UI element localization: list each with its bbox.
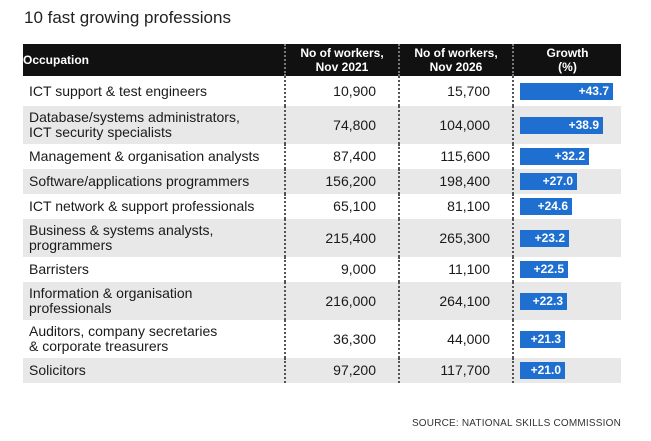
occupation-cell: ICT support & test engineers [29, 82, 207, 99]
growth-cell: +32.2 [512, 144, 621, 169]
occupation-cell: Solicitors [23, 358, 285, 383]
workers-2021-cell: 215,400 [284, 219, 399, 257]
growth-cell: +24.6 [512, 194, 621, 219]
workers-2021-cell: 97,200 [284, 358, 399, 383]
workers-2021-cell: 87,400 [284, 144, 399, 169]
workers-2026-cell: 264,100 [398, 282, 513, 320]
table-row: Auditors, company secretaries & corporate… [23, 320, 621, 358]
table-body: ICT support & test engineers 10,900 15,700… [23, 76, 621, 383]
workers-2026-cell: 117,700 [398, 358, 513, 383]
table-row: Software/applications programmers 156,200… [23, 169, 621, 194]
table-row: Solicitors 97,200 117,700 +21.0 [23, 358, 621, 383]
occupation-cell: Software/applications programmers [23, 169, 285, 194]
growth-cell: +27.0 [512, 169, 621, 194]
growth-cell: +38.9 [512, 106, 621, 144]
workers-2021-cell: 156,200 [284, 169, 399, 194]
table-row: Information & organisation professionals 2… [23, 282, 621, 320]
workers-2026-cell: 81,100 [398, 194, 513, 219]
workers-2026-cell: 198,400 [398, 169, 513, 194]
occupation-cell: Information & organisation professionals [23, 282, 285, 320]
workers-2021-cell: 9,000 [284, 257, 399, 282]
workers-2021-cell: 216,000 [284, 282, 399, 320]
workers-2026-cell: 11,100 [398, 257, 513, 282]
growth-bar: +27.0 [520, 173, 577, 190]
growth-cell: +22.3 [512, 282, 621, 320]
occupation-cell: Auditors, company secretaries & corporate… [29, 323, 218, 354]
source-note: SOURCE: NATIONAL SKILLS COMMISSION [411, 418, 621, 429]
table-row: ICT network & support professionals 65,10… [23, 194, 621, 219]
growth-cell: +23.2 [512, 219, 621, 257]
occupation-cell: Barristers [29, 261, 89, 277]
occupation-cell: Management & organisation analysts [29, 148, 260, 164]
table-row: Management & organisation analysts 87,400… [23, 144, 621, 169]
growth-bar: +21.3 [520, 330, 565, 348]
growth-cell: +21.0 [512, 358, 621, 383]
workers-2026-cell: 44,000 [398, 320, 513, 358]
table-header-row: Occupation No of workers, Nov 2021 No of … [23, 44, 621, 76]
growth-bar: +22.5 [520, 261, 568, 278]
header-workers-2021: No of workers, Nov 2021 [284, 44, 399, 76]
growth-cell: +21.3 [512, 320, 621, 358]
workers-2026-cell: 265,300 [398, 219, 513, 257]
growth-bar: +24.6 [520, 198, 572, 215]
workers-2021-cell: 36,300 [284, 320, 399, 358]
workers-2026-cell: 15,700 [398, 76, 513, 106]
workers-2021-cell: 74,800 [284, 106, 399, 144]
occupation-cell: Business & systems analysts, programmers [23, 219, 285, 257]
growth-bar: +22.3 [520, 292, 567, 310]
occupation-cell: ICT network & support professionals [29, 198, 255, 214]
header-occupation: Occupation [23, 44, 285, 76]
chart-title: 10 fast growing professions [24, 8, 231, 27]
table-row: ICT support & test engineers 10,900 15,700… [23, 76, 621, 106]
professions-table: Occupation No of workers, Nov 2021 No of … [23, 44, 621, 383]
workers-2021-cell: 10,900 [284, 76, 399, 106]
table-row: Database/systems administrators, ICT secu… [23, 106, 621, 144]
workers-2026-cell: 104,000 [398, 106, 513, 144]
occupation-cell: Database/systems administrators, ICT secu… [23, 106, 285, 144]
growth-bar: +23.2 [520, 229, 569, 247]
table-row: Business & systems analysts, programmers 2… [23, 219, 621, 257]
header-growth: Growth (%) [512, 44, 621, 76]
workers-2026-cell: 115,600 [398, 144, 513, 169]
growth-cell: +43.7 [512, 76, 621, 106]
growth-cell: +22.5 [512, 257, 621, 282]
table-row: Barristers 9,000 11,100 +22.5 [23, 257, 621, 282]
growth-bar: +43.7 [520, 82, 613, 100]
workers-2021-cell: 65,100 [284, 194, 399, 219]
header-workers-2026: No of workers, Nov 2026 [398, 44, 513, 76]
growth-bar: +32.2 [520, 148, 589, 165]
growth-bar: +21.0 [520, 362, 565, 379]
growth-bar: +38.9 [520, 116, 603, 134]
